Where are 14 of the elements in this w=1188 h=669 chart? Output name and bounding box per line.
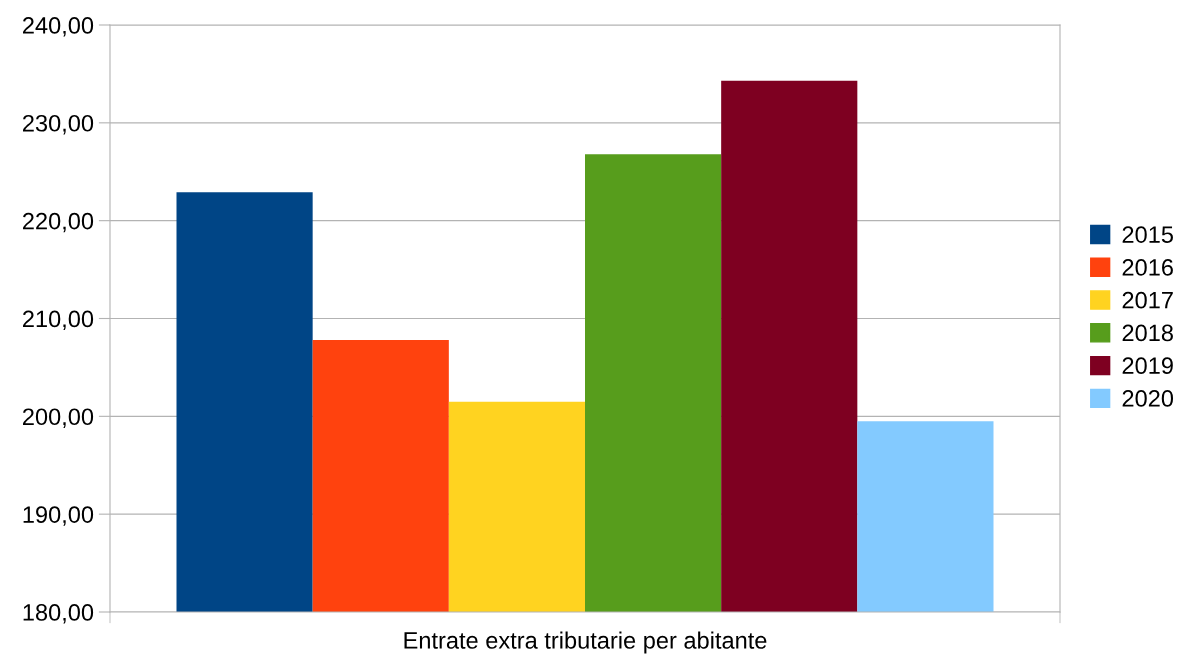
y-tick-label: 240,00 (23, 17, 94, 37)
y-tick-label: 200,00 (23, 408, 94, 428)
y-tick-label: 220,00 (23, 212, 94, 233)
legend-label: 2016 (1122, 259, 1173, 276)
y-tick-label: 210,00 (23, 310, 94, 331)
legend-label: 2017 (1122, 291, 1173, 309)
x-tick-label: Entrate extra tributarie per abitante (404, 631, 767, 654)
legend-label: 2015 (1122, 226, 1173, 243)
y-tick-label: 230,00 (23, 114, 94, 135)
y-tick-label: 180,00 (23, 604, 94, 624)
legend-label: 2019 (1122, 357, 1173, 375)
legend-label: 2018 (1122, 324, 1173, 342)
y-tick-label: 190,00 (23, 506, 94, 526)
legend-label: 2020 (1122, 390, 1174, 407)
